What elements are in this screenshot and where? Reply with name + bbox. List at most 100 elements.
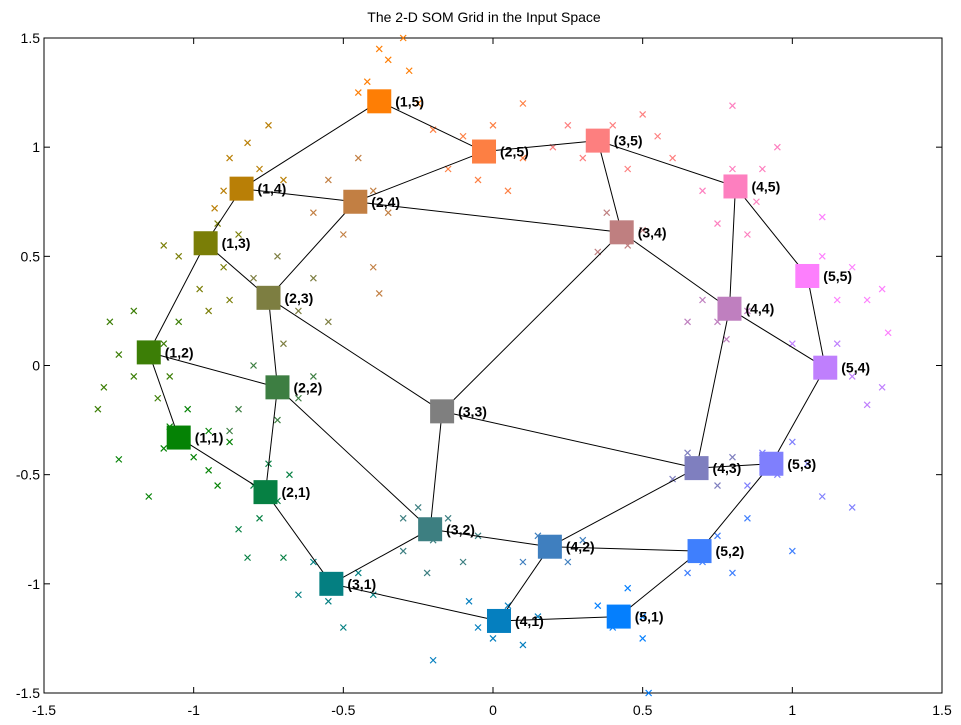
grid-edge [621,231,730,310]
grid-edge [699,463,772,552]
som-node [687,539,712,564]
node-label: (2,4) [371,194,400,210]
som-node [136,340,161,365]
sample-point [115,351,123,359]
sample-point [339,624,347,631]
grid-edge [265,387,278,493]
sample-point [654,132,662,140]
sample-point [699,187,706,195]
node-label: (3,4) [638,224,667,240]
sample-point [226,296,234,304]
sample-point [818,213,826,221]
sample-point [878,383,886,391]
sample-point [669,154,677,162]
som-node [609,220,634,245]
sample-point [280,340,287,348]
node-label: (5,2) [716,543,745,559]
sample-point [624,165,632,173]
sample-point [833,296,841,304]
sample-point [714,220,721,228]
node-label: (2,1) [282,484,311,500]
sample-point [196,285,204,293]
sample-point [878,285,886,293]
node-label: (4,4) [745,301,774,317]
x-tick-label: -1.5 [32,702,56,718]
grid-edge [549,467,697,548]
sample-point [309,558,317,566]
sample-point [474,624,482,631]
grid-edge [549,546,700,552]
sample-point [145,493,153,500]
sample-point [384,209,392,217]
node-label: (5,1) [635,609,664,625]
sample-point [534,613,542,621]
sample-point [309,372,317,380]
sample-point [684,318,691,326]
sample-point [714,482,721,490]
sample-point [459,132,467,140]
node-label: (3,1) [347,576,376,592]
sample-point [639,634,647,642]
som-node [717,296,742,321]
node-label: (3,5) [614,133,643,149]
sample-point [235,405,242,413]
grid-edge [430,528,550,548]
sample-point [160,340,168,348]
node-label: (3,3) [458,403,487,419]
sample-point [244,139,251,147]
grid-edge [241,100,380,190]
sample-point [639,226,647,234]
grid-edge [178,437,266,493]
grid-edge [806,275,826,368]
sample-point [414,503,422,511]
y-tick-label: -0.5 [16,467,40,483]
sample-point [295,307,302,315]
sample-point [729,102,736,110]
sample-point [354,89,362,97]
y-tick-label: -1 [28,576,41,592]
grid-edge [331,528,431,585]
sample-point [256,165,263,173]
sample-point [465,597,473,605]
sample-point [226,427,234,435]
grid-edge [441,231,623,412]
grid-edge [268,297,278,388]
x-tick-label: -1 [187,702,200,718]
grid-edge [355,201,622,233]
x-tick-label: 0.5 [633,702,653,718]
plot-area [43,37,943,694]
node-labels: (1,1) (1,2) (1,3) (1,4) (1,5) (2,1) (2,2) (2,3)… [165,93,870,629]
grid-edge [729,308,826,369]
grid-edge [597,140,623,233]
sample-point [803,460,811,468]
sample-point [863,296,871,304]
sample-point [579,154,587,162]
som-node [253,480,278,505]
grid-edge [355,151,485,203]
sample-point [175,252,183,260]
sample-point [669,475,677,483]
sample-point [363,78,371,86]
x-tick-label: 1.5 [932,702,952,718]
sample-point [286,471,293,479]
node-label: (4,1) [515,613,544,629]
sample-point [579,536,587,544]
som-node [229,176,254,201]
sample-point [729,453,736,461]
node-label: (4,2) [566,539,595,555]
x-tick-label: -0.5 [331,702,355,718]
sample-point [684,569,691,577]
sample-point [324,176,332,184]
y-tick-label: 0 [32,358,40,374]
sample-point [280,176,287,184]
sample-point [399,514,407,522]
grid-edge [442,410,697,469]
sample-point [106,318,114,326]
sample-point [375,45,383,53]
som-node [265,375,290,400]
node-label: (1,1) [195,430,224,446]
sample-point [884,329,892,337]
sample-point [226,154,234,162]
grid-edge [268,297,443,412]
sample-point [594,602,602,610]
